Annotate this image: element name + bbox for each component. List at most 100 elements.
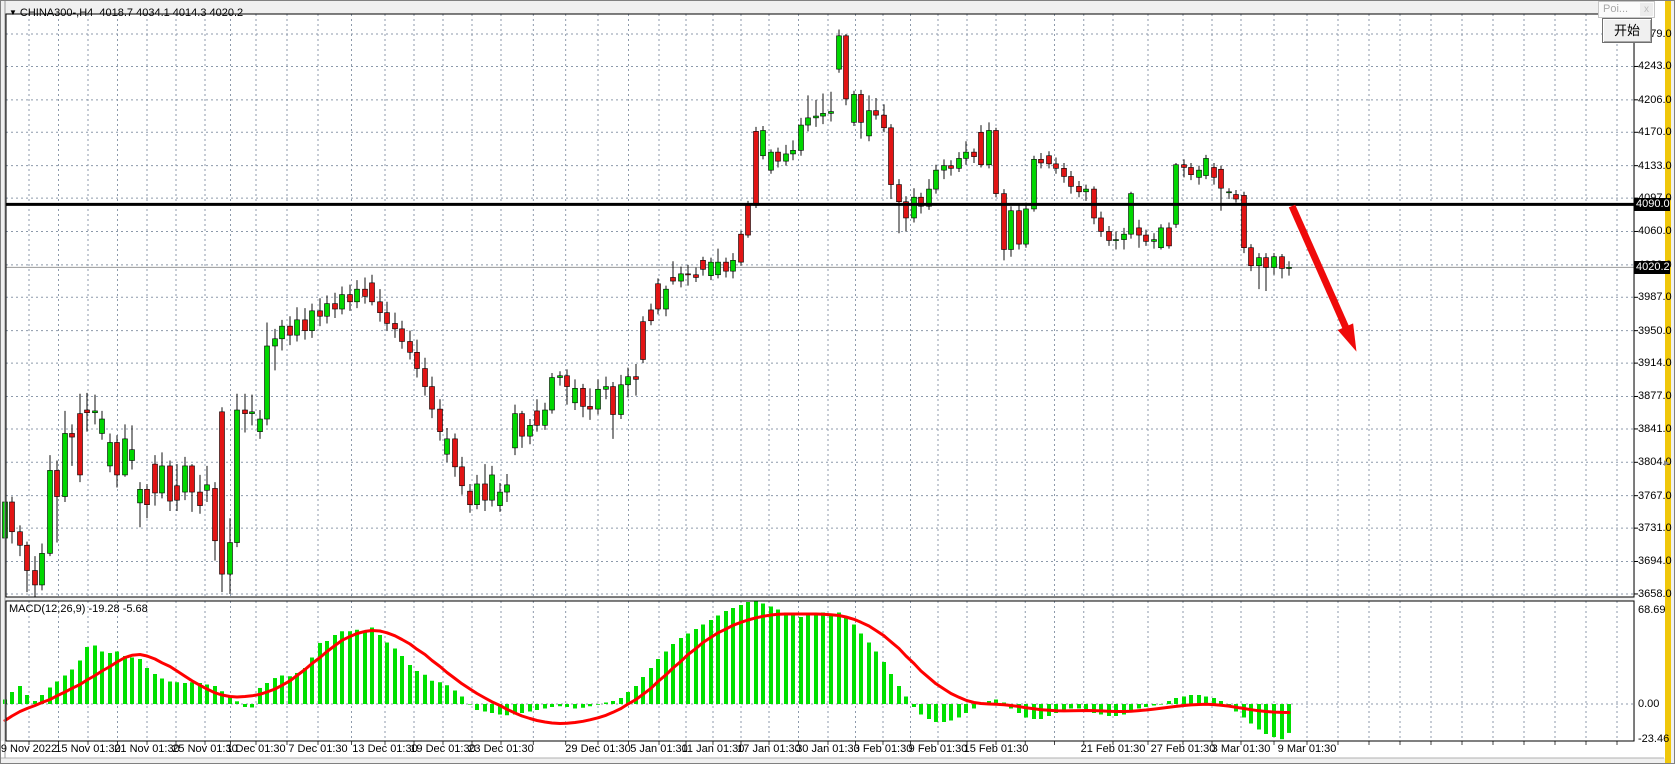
- candle-body: [302, 319, 308, 331]
- candle-body: [542, 409, 548, 426]
- macd-hist-bar: [243, 704, 247, 707]
- price-axis-label: 4060.0: [1638, 225, 1672, 238]
- candle-body: [1143, 234, 1149, 242]
- macd-hist-bar: [1174, 698, 1178, 704]
- candle-body: [399, 328, 405, 342]
- candle-body: [1151, 239, 1157, 242]
- macd-hist-bar: [123, 656, 127, 704]
- date-axis-label: 19 Dec 01:30: [410, 743, 476, 755]
- candle-body: [257, 418, 263, 432]
- candle-body: [549, 377, 555, 411]
- price-axis-label: 4170.0: [1638, 126, 1672, 139]
- candle-body: [640, 321, 646, 360]
- candle-body: [557, 375, 563, 378]
- macd-hist-bar: [791, 615, 795, 704]
- poi-floating-panel[interactable]: Poi... x: [1598, 1, 1655, 18]
- symbol-dropdown-icon[interactable]: ▼: [9, 8, 17, 17]
- candle-body: [986, 130, 992, 166]
- macd-hist-bar: [445, 685, 449, 704]
- candle-body: [1113, 239, 1119, 241]
- candle-body: [62, 433, 68, 497]
- date-axis-label: 21 Feb 01:30: [1080, 743, 1146, 755]
- price-axis-label: 3804.0: [1638, 456, 1672, 469]
- macd-pane-bg[interactable]: [6, 601, 1634, 741]
- macd-hist-bar: [1287, 704, 1291, 733]
- macd-hist-bar: [769, 606, 773, 704]
- macd-hist-bar: [1062, 704, 1066, 710]
- candle-body: [99, 418, 105, 434]
- candle-body: [1121, 233, 1127, 240]
- macd-hist-bar: [48, 687, 52, 704]
- macd-hist-bar: [972, 704, 976, 709]
- macd-hist-bar: [468, 704, 472, 705]
- macd-hist-bar: [295, 672, 299, 704]
- candle-body: [227, 542, 233, 575]
- candle-body: [903, 201, 909, 219]
- macd-axis-label: -23.46: [1638, 733, 1670, 746]
- macd-hist-bar: [1197, 695, 1201, 704]
- candle-body: [843, 35, 849, 100]
- poi-panel-title[interactable]: Poi...: [1603, 3, 1629, 15]
- macd-hist-bar: [490, 704, 494, 713]
- candle-body: [339, 294, 345, 310]
- candle-body: [836, 35, 842, 70]
- candle-body: [242, 409, 248, 414]
- macd-hist-bar: [190, 682, 194, 704]
- candle-body: [1188, 167, 1194, 175]
- macd-hist-bar: [1249, 704, 1253, 724]
- macd-hist-bar: [1084, 704, 1088, 710]
- candle-body: [1196, 169, 1202, 178]
- macd-hist-bar: [258, 687, 262, 704]
- candle-body: [745, 204, 751, 236]
- candle-body: [407, 341, 413, 353]
- candle-body: [963, 151, 969, 159]
- price-axis-label: 3694.0: [1638, 555, 1672, 568]
- candle-body: [1068, 176, 1074, 187]
- macd-hist-bar: [460, 696, 464, 704]
- macd-hist-bar: [701, 624, 705, 704]
- candle-body: [805, 117, 811, 126]
- candle-body: [775, 151, 781, 162]
- candle-body: [1038, 159, 1044, 164]
- date-axis-label: 7 Dec 01:30: [288, 743, 348, 755]
- macd-hist-bar: [581, 704, 585, 708]
- candle-body: [107, 442, 113, 467]
- main-pane-bg[interactable]: [6, 14, 1634, 597]
- drawn-arrow-head[interactable]: [1337, 323, 1357, 352]
- close-icon[interactable]: x: [1640, 3, 1653, 16]
- macd-hist-bar: [739, 605, 743, 704]
- candle-body: [1023, 208, 1029, 245]
- date-axis-label: 25 Nov 01:30: [172, 743, 238, 755]
- candle-body: [384, 312, 390, 324]
- candle-body: [234, 409, 240, 543]
- candle-body: [144, 489, 150, 505]
- candle-body: [392, 323, 398, 330]
- macd-axis-label: 0.00: [1638, 698, 1660, 710]
- candle-body: [377, 301, 383, 313]
- macd-hist-bar: [874, 651, 878, 704]
- candle-body: [693, 274, 699, 278]
- date-axis-label: 27 Feb 01:30: [1150, 743, 1216, 755]
- candle-body: [896, 184, 902, 203]
- symbol-label[interactable]: ▼ CHINA300-,H4 4018.7 4034.1 4014.3 4020.…: [9, 7, 243, 20]
- macd-hist-bar: [145, 668, 149, 704]
- candle-body: [1061, 168, 1067, 177]
- candle-body: [873, 110, 879, 116]
- candle-body: [888, 127, 894, 185]
- macd-hist-bar: [430, 680, 434, 704]
- hline-price-badge: 4090.0: [1634, 197, 1670, 211]
- candle-body: [1233, 194, 1239, 200]
- start-button[interactable]: 开始: [1602, 18, 1652, 43]
- macd-hist-bar: [1024, 704, 1028, 718]
- macd-hist-bar: [280, 675, 284, 704]
- candle-body: [9, 501, 15, 533]
- macd-hist-bar: [333, 635, 337, 704]
- drawn-arrow-shaft[interactable]: [1288, 204, 1354, 339]
- macd-hist-bar: [1092, 704, 1096, 713]
- scroll-right-icon[interactable]: ▸: [1664, 457, 1670, 469]
- candle-body: [971, 151, 977, 157]
- macd-hist-bar: [724, 611, 728, 704]
- candle-body: [1248, 247, 1254, 267]
- candle-body: [69, 433, 75, 438]
